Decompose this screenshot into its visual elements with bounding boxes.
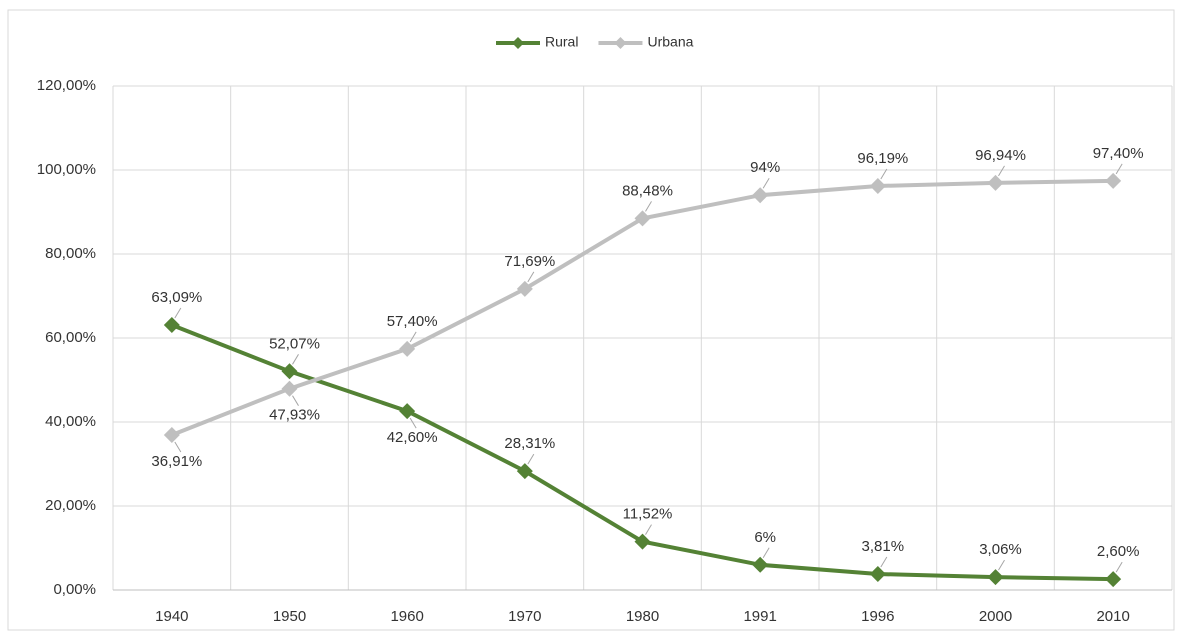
marker — [1105, 571, 1122, 588]
x-tick-label: 2010 — [1096, 608, 1129, 625]
marker — [634, 533, 651, 550]
marker — [399, 340, 416, 357]
marker — [869, 565, 886, 582]
x-tick-label: 1960 — [390, 608, 423, 625]
data-label: 42,60% — [387, 429, 438, 446]
legend-label: Rural — [545, 34, 578, 50]
leader-line — [762, 177, 770, 189]
leader-line — [174, 307, 182, 319]
y-tick-label: 60,00% — [45, 329, 96, 346]
x-tick-label: 2000 — [979, 608, 1012, 625]
leader-line — [762, 547, 770, 559]
marker — [1105, 172, 1122, 189]
x-tick-label: 1991 — [743, 608, 776, 625]
x-tick-label: 1980 — [626, 608, 659, 625]
data-label: 63,09% — [151, 289, 202, 306]
marker — [752, 187, 769, 204]
data-label: 96,94% — [975, 147, 1026, 164]
leader-line — [1115, 561, 1123, 573]
chart-frame — [7, 9, 1175, 631]
data-label: 2,60% — [1097, 543, 1140, 560]
marker — [634, 210, 651, 227]
x-tick-label: 1970 — [508, 608, 541, 625]
legend-label: Urbana — [647, 34, 693, 50]
leader-line — [998, 559, 1005, 571]
legend-marker — [512, 37, 524, 49]
marker — [281, 363, 298, 380]
data-label: 94% — [750, 159, 780, 176]
leader-line — [292, 395, 299, 406]
y-tick-label: 0,00% — [53, 581, 96, 598]
data-label: 28,31% — [504, 435, 555, 452]
leader-line — [998, 165, 1005, 177]
y-tick-label: 100,00% — [37, 161, 96, 178]
data-label: 52,07% — [269, 335, 320, 352]
leader-line — [527, 453, 535, 465]
marker — [516, 280, 533, 297]
marker — [281, 380, 298, 397]
leader-line — [880, 556, 888, 568]
data-label: 97,40% — [1093, 145, 1144, 162]
data-label: 3,06% — [979, 541, 1022, 558]
leader-line — [409, 331, 417, 343]
data-label: 71,69% — [504, 253, 555, 270]
x-tick-label: 1950 — [273, 608, 306, 625]
marker — [399, 403, 416, 420]
leader-line — [645, 201, 652, 212]
leader-line — [292, 354, 299, 365]
data-label: 96,19% — [857, 150, 908, 167]
marker — [869, 178, 886, 195]
leader-line — [409, 417, 417, 429]
x-tick-label: 1996 — [861, 608, 894, 625]
data-label: 36,91% — [151, 453, 202, 470]
marker — [987, 569, 1004, 586]
marker — [163, 317, 180, 334]
data-label: 11,52% — [623, 506, 673, 523]
y-tick-label: 120,00% — [37, 77, 96, 94]
leader-line — [645, 524, 652, 535]
y-tick-label: 80,00% — [45, 245, 96, 262]
leader-line — [1115, 163, 1123, 175]
x-tick-label: 1940 — [155, 608, 188, 625]
marker — [516, 463, 533, 480]
marker — [752, 556, 769, 573]
legend-marker — [614, 37, 627, 49]
leader-line — [880, 168, 888, 180]
data-label: 6% — [754, 529, 776, 546]
leader-line — [527, 271, 535, 283]
data-label: 3,81% — [862, 538, 905, 555]
y-tick-label: 20,00% — [45, 497, 96, 514]
leader-line — [174, 441, 182, 453]
marker — [987, 174, 1004, 191]
data-label: 57,40% — [387, 313, 438, 330]
y-tick-label: 40,00% — [45, 413, 96, 430]
data-label: 88,48% — [622, 182, 673, 199]
marker — [163, 426, 180, 443]
data-label: 47,93% — [269, 407, 320, 424]
